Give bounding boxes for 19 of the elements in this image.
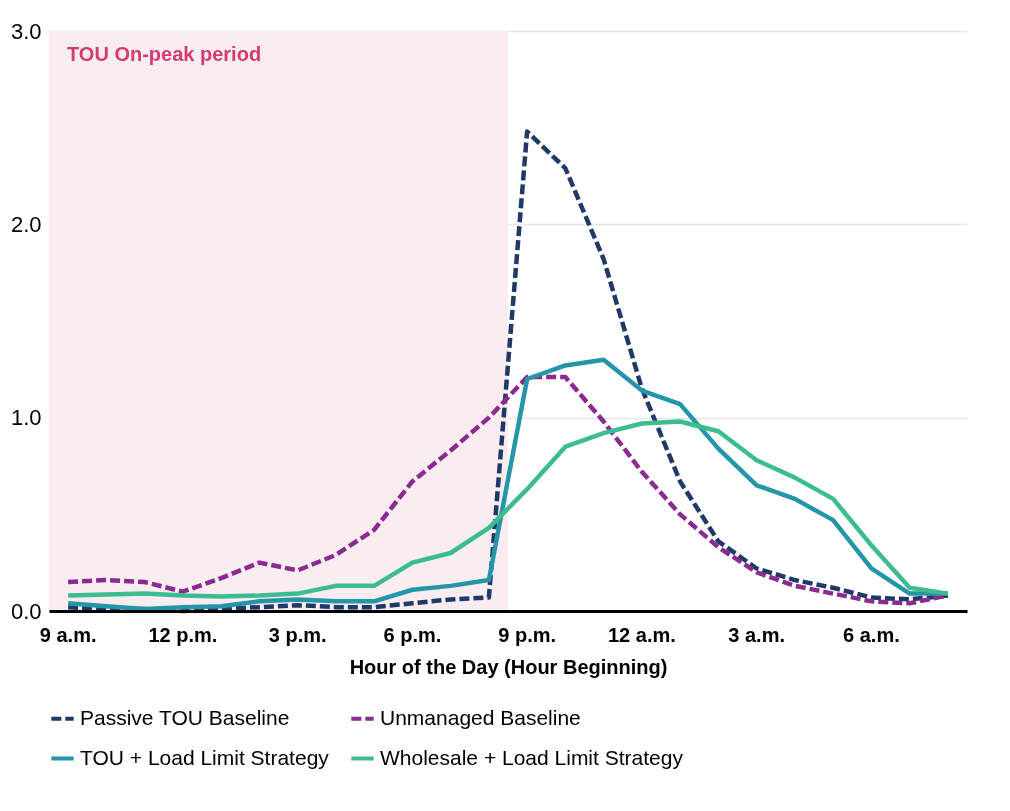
x-tick-label: 3 p.m. xyxy=(268,623,327,646)
x-tick-label: 6 a.m. xyxy=(843,623,900,646)
y-tick-label: 3.0 xyxy=(10,18,42,44)
band-label: TOU On-peak period xyxy=(67,43,262,65)
legend-label: Wholesale + Load Limit Strategy xyxy=(380,745,684,769)
legend-label: TOU + Load Limit Strategy xyxy=(80,745,330,769)
x-tick-label: 12 a.m. xyxy=(607,623,676,646)
legend-label: Unmanaged Baseline xyxy=(380,705,581,729)
x-tick-label: 6 p.m. xyxy=(383,623,442,646)
x-tick-label: 9 a.m. xyxy=(39,623,97,646)
y-tick-label: 2.0 xyxy=(10,211,42,237)
x-tick-label: 9 p.m. xyxy=(498,623,557,646)
legend-label: Passive TOU Baseline xyxy=(80,705,290,729)
x-tick-label: 12 p.m. xyxy=(148,623,218,646)
y-tick-label: 0.0 xyxy=(10,598,42,624)
x-tick-label: 3 a.m. xyxy=(728,623,785,646)
x-axis-title: Hour of the Day (Hour Beginning) xyxy=(349,655,668,678)
y-tick-label: 1.0 xyxy=(10,405,42,431)
line-series xyxy=(65,419,951,599)
